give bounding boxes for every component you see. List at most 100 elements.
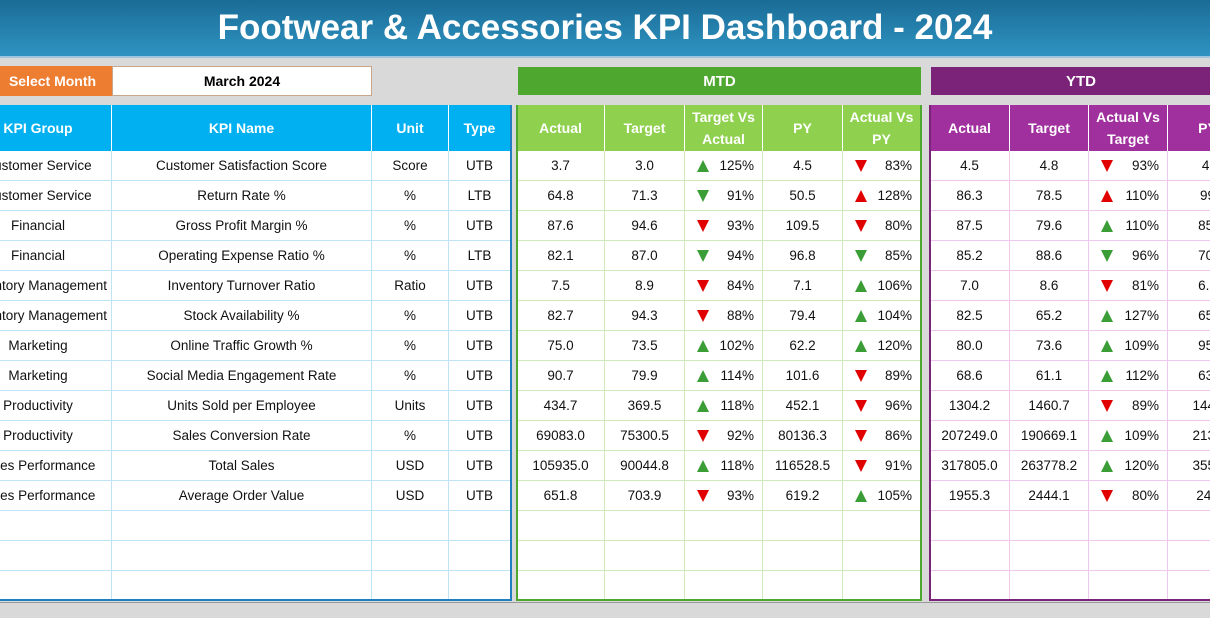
value-cell: 619.2 [763, 481, 843, 511]
value-cell: 82.1 [517, 241, 605, 271]
value-cell: 6.8 [1168, 271, 1210, 301]
kpi-cell: Sales Performance [0, 451, 112, 481]
empty-cell [1010, 511, 1089, 541]
comparison-cell: 91% [843, 451, 921, 481]
percent: 80% [884, 218, 912, 233]
trend-arrow [855, 430, 867, 442]
comparison-cell: 118% [685, 391, 763, 421]
arrow-shape [1101, 490, 1113, 502]
kpi-cell: Inventory Management [0, 301, 112, 331]
arrow-shape [1101, 430, 1113, 442]
kpi-cell: Productivity [0, 391, 112, 421]
kpi-cell: UTB [449, 271, 511, 301]
value-cell: 263778.2 [1010, 451, 1089, 481]
empty-cell [930, 541, 1010, 571]
arrow-shape [1101, 370, 1113, 382]
empty-cell [112, 511, 372, 541]
percent: 106% [877, 278, 912, 293]
value-cell: 94.6 [605, 211, 685, 241]
trend-arrow [1101, 310, 1113, 322]
arrow-shape [1101, 400, 1113, 412]
trend-arrow [1101, 430, 1113, 442]
column-header: KPI Name [112, 105, 372, 151]
kpi-cell: Marketing [0, 361, 112, 391]
value-cell: 63. [1168, 361, 1210, 391]
empty-cell [930, 571, 1010, 601]
percent: 85% [884, 248, 912, 263]
empty-cell [1168, 541, 1210, 571]
percent: 118% [720, 458, 754, 473]
empty-cell [763, 541, 843, 571]
trend-arrow [1101, 340, 1113, 352]
kpi-cell: Average Order Value [112, 481, 372, 511]
comparison-cell: 92% [685, 421, 763, 451]
trend-arrow [1101, 490, 1113, 502]
comparison-cell: 96% [1089, 241, 1168, 271]
value-cell: 75300.5 [605, 421, 685, 451]
comparison-cell: 127% [1089, 301, 1168, 331]
empty-cell [605, 541, 685, 571]
arrow-shape [855, 310, 867, 322]
value-cell: 4.5 [763, 151, 843, 181]
arrow-shape [855, 280, 867, 292]
kpi-cell: USD [372, 481, 449, 511]
arrow-shape [1101, 280, 1113, 292]
trend-arrow [1101, 160, 1113, 172]
value-cell: 87.0 [605, 241, 685, 271]
column-header: KPI Group [0, 105, 112, 151]
column-header: Target Vs Actual [685, 105, 763, 151]
kpi-cell: UTB [449, 451, 511, 481]
value-cell: 105935.0 [517, 451, 605, 481]
empty-cell [0, 541, 112, 571]
empty-cell [843, 571, 921, 601]
kpi-cell: Sales Performance [0, 481, 112, 511]
trend-arrow [697, 220, 709, 232]
arrow-shape [855, 490, 867, 502]
kpi-cell: USD [372, 451, 449, 481]
trend-arrow [1101, 460, 1113, 472]
percent: 105% [877, 488, 912, 503]
empty-cell [1010, 541, 1089, 571]
trend-arrow [855, 400, 867, 412]
value-cell: 88.6 [1010, 241, 1089, 271]
empty-cell [449, 541, 511, 571]
comparison-cell: 110% [1089, 211, 1168, 241]
trend-arrow [697, 250, 709, 262]
value-cell: 79.9 [605, 361, 685, 391]
arrow-shape [697, 460, 709, 472]
comparison-cell: 104% [843, 301, 921, 331]
value-cell: 2134 [1168, 421, 1210, 451]
select-month-value[interactable]: March 2024 [112, 66, 372, 96]
empty-cell [1089, 511, 1168, 541]
comparison-cell: 102% [685, 331, 763, 361]
value-cell: 101.6 [763, 361, 843, 391]
percent: 86% [884, 428, 912, 443]
empty-cell [605, 511, 685, 541]
trend-arrow [855, 160, 867, 172]
mtd-title: MTD [518, 67, 921, 95]
percent: 91% [884, 458, 912, 473]
value-cell: 8.9 [605, 271, 685, 301]
empty-cell [517, 541, 605, 571]
value-cell: 452.1 [763, 391, 843, 421]
comparison-cell: 84% [685, 271, 763, 301]
value-cell: 90044.8 [605, 451, 685, 481]
kpi-cell: UTB [449, 421, 511, 451]
comparison-cell: 110% [1089, 181, 1168, 211]
percent: 96% [1131, 248, 1159, 263]
column-header: Actual [517, 105, 605, 151]
arrow-shape [1101, 250, 1113, 262]
column-header: Target [1010, 105, 1089, 151]
value-cell: 75.0 [517, 331, 605, 361]
value-cell: 79.4 [763, 301, 843, 331]
value-cell: 7.5 [517, 271, 605, 301]
value-cell: 240 [1168, 481, 1210, 511]
kpi-cell: UTB [449, 151, 511, 181]
value-cell: 70. [1168, 241, 1210, 271]
trend-arrow [855, 250, 867, 262]
empty-cell [517, 511, 605, 541]
percent: 120% [1124, 458, 1159, 473]
empty-cell [517, 571, 605, 601]
comparison-cell: 94% [685, 241, 763, 271]
value-cell: 4.8 [1010, 151, 1089, 181]
